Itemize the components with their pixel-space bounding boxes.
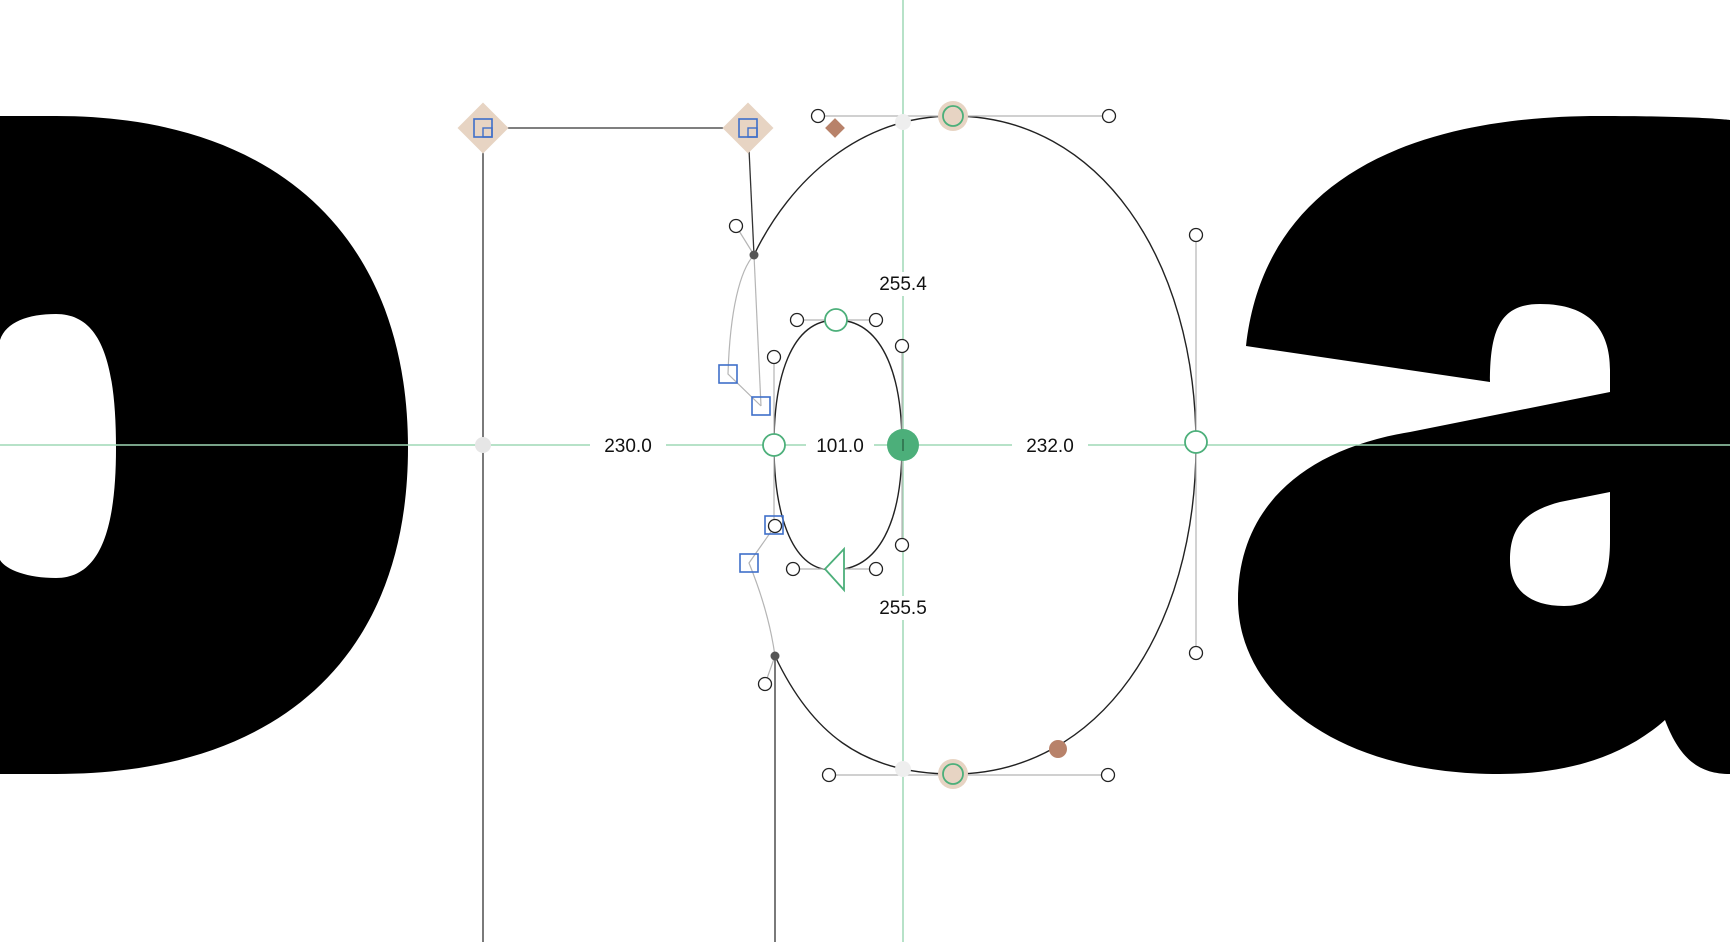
on-curve-node-bottom[interactable]	[938, 759, 968, 789]
measure-top-distance: 255.4	[879, 274, 927, 295]
handle-square-icon[interactable]	[764, 515, 784, 535]
measure-left-distance: 230.0	[604, 436, 652, 457]
measure-counter-width: 101.0	[816, 436, 864, 457]
selected-node[interactable]	[887, 429, 919, 461]
anchor-top-right[interactable]	[722, 102, 774, 154]
brown-anchor-diamond-icon[interactable]	[825, 118, 845, 138]
on-curve-node-counter-top[interactable]	[824, 308, 848, 332]
on-curve-node-top[interactable]	[938, 101, 968, 131]
start-triangle-icon[interactable]	[823, 546, 845, 593]
on-curve-node-counter-left[interactable]	[762, 433, 786, 457]
brown-anchor-dot-icon[interactable]	[1049, 740, 1067, 758]
corner-node-icon[interactable]	[749, 250, 759, 260]
handle-square-icon[interactable]	[718, 364, 738, 384]
anchor-top-left[interactable]	[457, 102, 509, 154]
node-circle-icon	[942, 105, 964, 127]
handle-square-icon[interactable]	[751, 396, 771, 416]
on-curve-node-right[interactable]	[1184, 430, 1208, 454]
measure-bottom-distance: 255.5	[879, 598, 927, 619]
corner-node-icon[interactable]	[770, 651, 780, 661]
measure-right-distance: 232.0	[1026, 436, 1074, 457]
handle-square-icon[interactable]	[739, 553, 759, 573]
node-circle-icon	[942, 763, 964, 785]
faded-node-icon	[895, 761, 911, 777]
off-curve-handles[interactable]	[728, 108, 1204, 783]
faded-node-icon	[475, 437, 491, 453]
faded-node-icon	[895, 114, 911, 130]
